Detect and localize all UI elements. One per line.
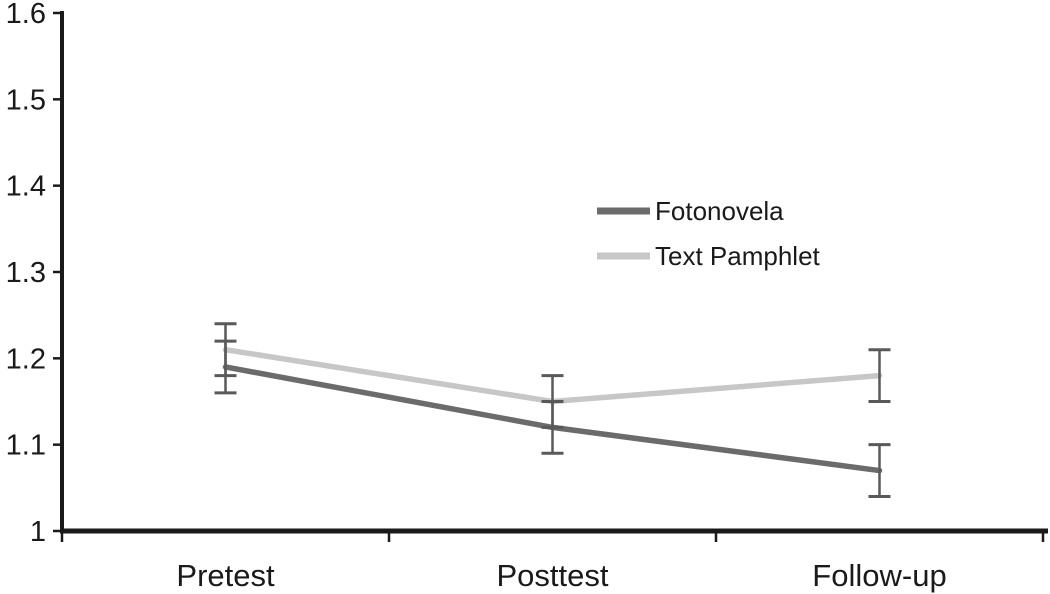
x-category-label: Pretest [176,558,275,593]
error-bar [868,348,891,403]
error-bar [214,322,237,378]
y-axis-ticks: 1 1.1 1.2 1.3 1.4 1.5 1.6 [6,0,62,548]
y-tick-label: 1.2 [6,343,46,375]
x-category-label: Posttest [497,558,609,593]
x-category-label: Follow-up [812,558,946,593]
legend-label: Text Pamphlet [655,241,821,271]
y-tick-label: 1.5 [6,84,46,116]
error-bar [541,374,564,429]
y-tick-label: 1.6 [6,0,46,30]
y-tick-label: 1.3 [6,257,46,289]
y-tick-label: 1.1 [6,430,46,462]
y-tick-label: 1.4 [6,171,46,203]
error-bars [214,322,891,498]
x-axis-ticks: Pretest Posttest Follow-up [60,531,1045,593]
legend-label: Fotonovela [655,196,784,226]
legend-item: Text Pamphlet [597,241,821,271]
legend-item: Fotonovela [597,196,784,226]
error-bar [868,443,891,498]
legend: Fotonovela Text Pamphlet [597,196,821,271]
y-tick-label: 1 [30,516,46,548]
